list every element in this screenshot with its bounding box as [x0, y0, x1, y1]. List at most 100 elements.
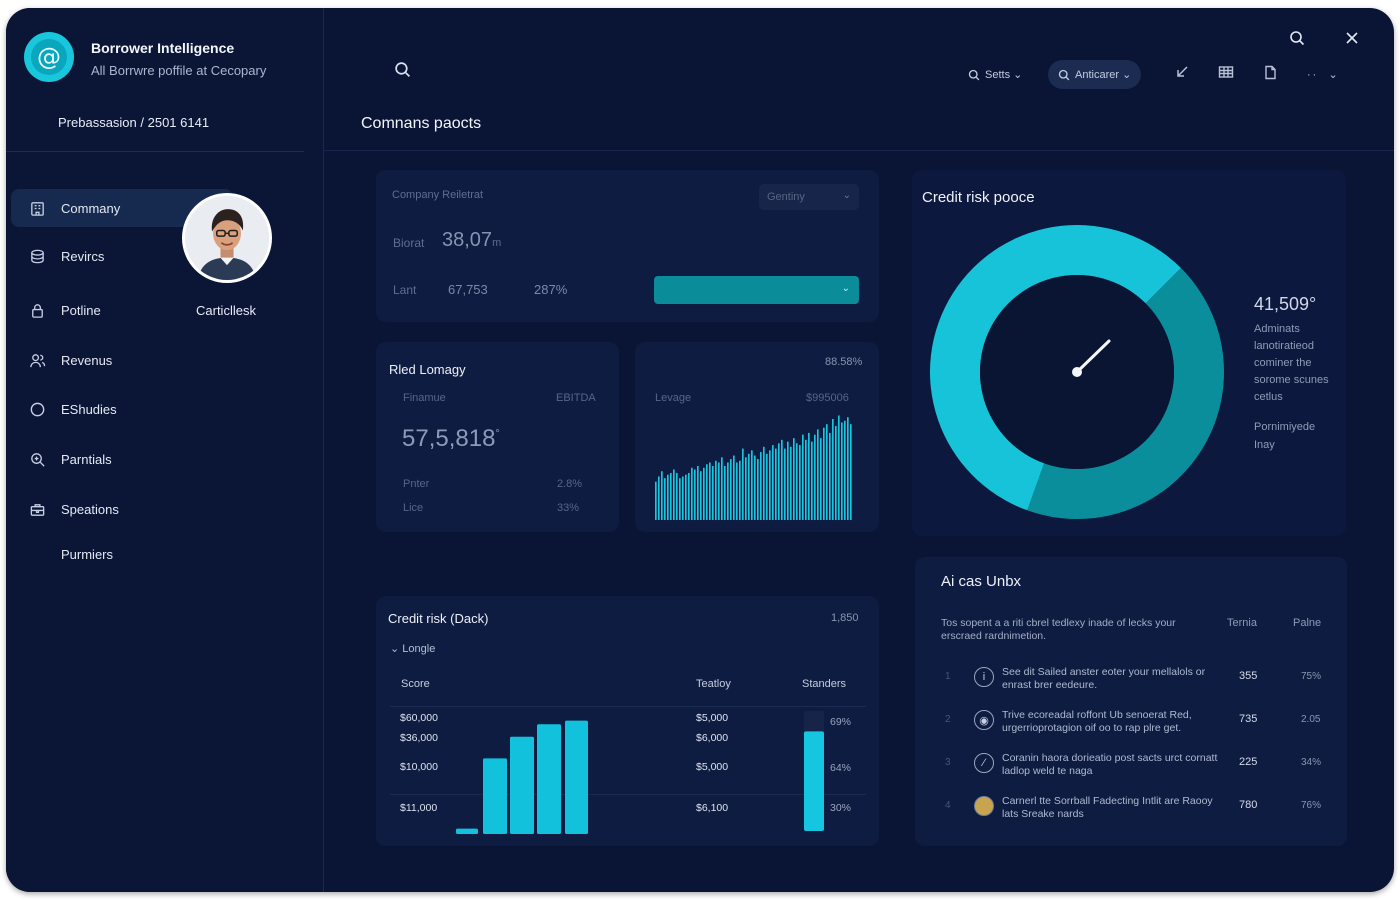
gauge-needle [1075, 339, 1111, 374]
trend-bar [838, 415, 840, 520]
trend-bar [658, 476, 660, 520]
app-title: Borrower Intelligence [91, 40, 235, 56]
trend-bar [667, 474, 669, 520]
trend-bar [754, 455, 756, 520]
sidebar-item-eshudies[interactable]: EShudies [11, 390, 241, 428]
row-text: Coranin haora dorieatio post sacts urct … [1002, 752, 1218, 777]
globe-icon [974, 796, 994, 816]
row-value: 38,07m [442, 229, 502, 251]
chevron-down-icon: ⌄ [841, 283, 850, 294]
avatar[interactable] [182, 193, 272, 283]
column-header-score: Score [401, 678, 430, 690]
trend-bar [805, 439, 807, 520]
company-progress-bar[interactable]: ⌄ [654, 276, 859, 304]
trend-bar [703, 467, 705, 520]
trend-bar [829, 432, 831, 520]
sidebar-item-revircs[interactable]: Revircs [11, 237, 241, 275]
row-value: 287% [534, 282, 568, 297]
search-icon[interactable] [394, 61, 411, 83]
row-value: 355 [1239, 670, 1258, 682]
sidebar-item-label: Parntials [61, 451, 112, 467]
trend-bar [655, 481, 657, 520]
score-label: $10,000 [400, 761, 438, 773]
setts-dropdown-button[interactable]: Setts ⌄ [958, 60, 1032, 89]
sidebar: @ Borrower Intelligence All Borrwre poff… [6, 8, 324, 892]
row-pct: 34% [1301, 757, 1322, 768]
document-icon[interactable] [1264, 65, 1277, 85]
column-header-standers: Standers [802, 678, 847, 690]
sidebar-item-label: Speations [61, 501, 119, 517]
trend-bar [661, 471, 663, 520]
building-icon [27, 198, 47, 218]
row-label: Lice [403, 502, 424, 514]
score-bar [510, 736, 534, 834]
more-icon[interactable]: ·· ⌄ [1307, 69, 1340, 81]
column-header: Ternia [1227, 617, 1257, 629]
trend-bar [832, 418, 834, 520]
column-header: Palne [1293, 617, 1322, 629]
slash-icon: ⁄ [974, 753, 994, 773]
company-select[interactable]: Gentiny ⌄ [759, 184, 859, 210]
trend-bar [823, 427, 825, 520]
trend-bar [670, 472, 672, 520]
company-card: Company Reiletrat Gentiny ⌄ Biorat 38,07… [376, 170, 879, 322]
sidebar-item-parntials[interactable]: Parntials [11, 440, 241, 478]
sidebar-item-revenus[interactable]: Revenus [11, 341, 241, 379]
series-toggle[interactable]: ⌄ Longle [390, 643, 436, 655]
trend-bar [715, 460, 717, 520]
at-icon: @ [31, 39, 67, 75]
trend-bar [739, 460, 741, 520]
info-icon: i [974, 667, 994, 687]
trend-bar [676, 472, 678, 520]
breadcrumb[interactable]: Prebassasion / 2501 6141 [58, 115, 210, 130]
score-bar [537, 724, 561, 834]
coins-icon [27, 246, 47, 266]
row-label: Biorat [393, 236, 425, 250]
trend-bar [808, 432, 810, 520]
header-divider [324, 150, 1394, 151]
trend-bar [745, 457, 747, 520]
trend-bar [682, 476, 684, 520]
sidebar-item-label: Revircs [61, 248, 105, 264]
arrow-icon[interactable] [1175, 65, 1189, 84]
row-pct: 76% [1301, 800, 1322, 811]
table-icon[interactable] [1218, 65, 1234, 84]
score-bar-chart [456, 720, 588, 834]
credit-risk-note-1: Pornimiyede [1254, 421, 1316, 433]
trend-bar [826, 424, 828, 520]
close-icon[interactable] [1344, 30, 1360, 51]
trend-bar [766, 453, 768, 520]
trend-bar [847, 417, 849, 520]
trend-bar [769, 450, 771, 520]
trend-bar [718, 462, 720, 520]
trend-bar [760, 452, 762, 520]
score-bar [483, 758, 507, 834]
row-pct: 75% [1301, 671, 1322, 682]
trend-bar [784, 448, 786, 520]
trend-bar [781, 439, 783, 520]
standers-label: 69% [830, 716, 852, 728]
sidebar-item-purmiers[interactable]: Purmiers [11, 535, 241, 573]
trend-bar [850, 424, 852, 520]
top-value: 1,850 [831, 612, 859, 624]
score-bar [456, 828, 478, 834]
sidebar-item-potline[interactable]: Potline [11, 291, 241, 329]
trend-bar [691, 467, 693, 520]
card-title: Rled Lomagy [389, 362, 466, 377]
credit-risk-donut [930, 225, 1224, 519]
person-avatar-image [185, 196, 269, 280]
trend-bar [751, 450, 753, 520]
trend-bar [835, 425, 837, 520]
trend-bar [844, 420, 846, 520]
trend-bar [679, 478, 681, 520]
trend-bar [802, 434, 804, 520]
row-text: Carnerl tte Sorrball Fadecting Intlit ar… [1002, 795, 1213, 820]
search-icon[interactable] [1289, 30, 1305, 51]
trend-bar [757, 459, 759, 520]
column-header-teatloy: Teatloy [696, 678, 731, 690]
app-subtitle: All Borrwre poffile at Cecopary [91, 63, 267, 78]
anticarer-dropdown-button[interactable]: Anticarer ⌄ [1048, 60, 1142, 89]
trend-bar [727, 462, 729, 520]
sidebar-item-speations[interactable]: Speations [11, 490, 241, 528]
row-text: Trive ecoreadal roffont Ub senoerat Red,… [1002, 709, 1192, 734]
